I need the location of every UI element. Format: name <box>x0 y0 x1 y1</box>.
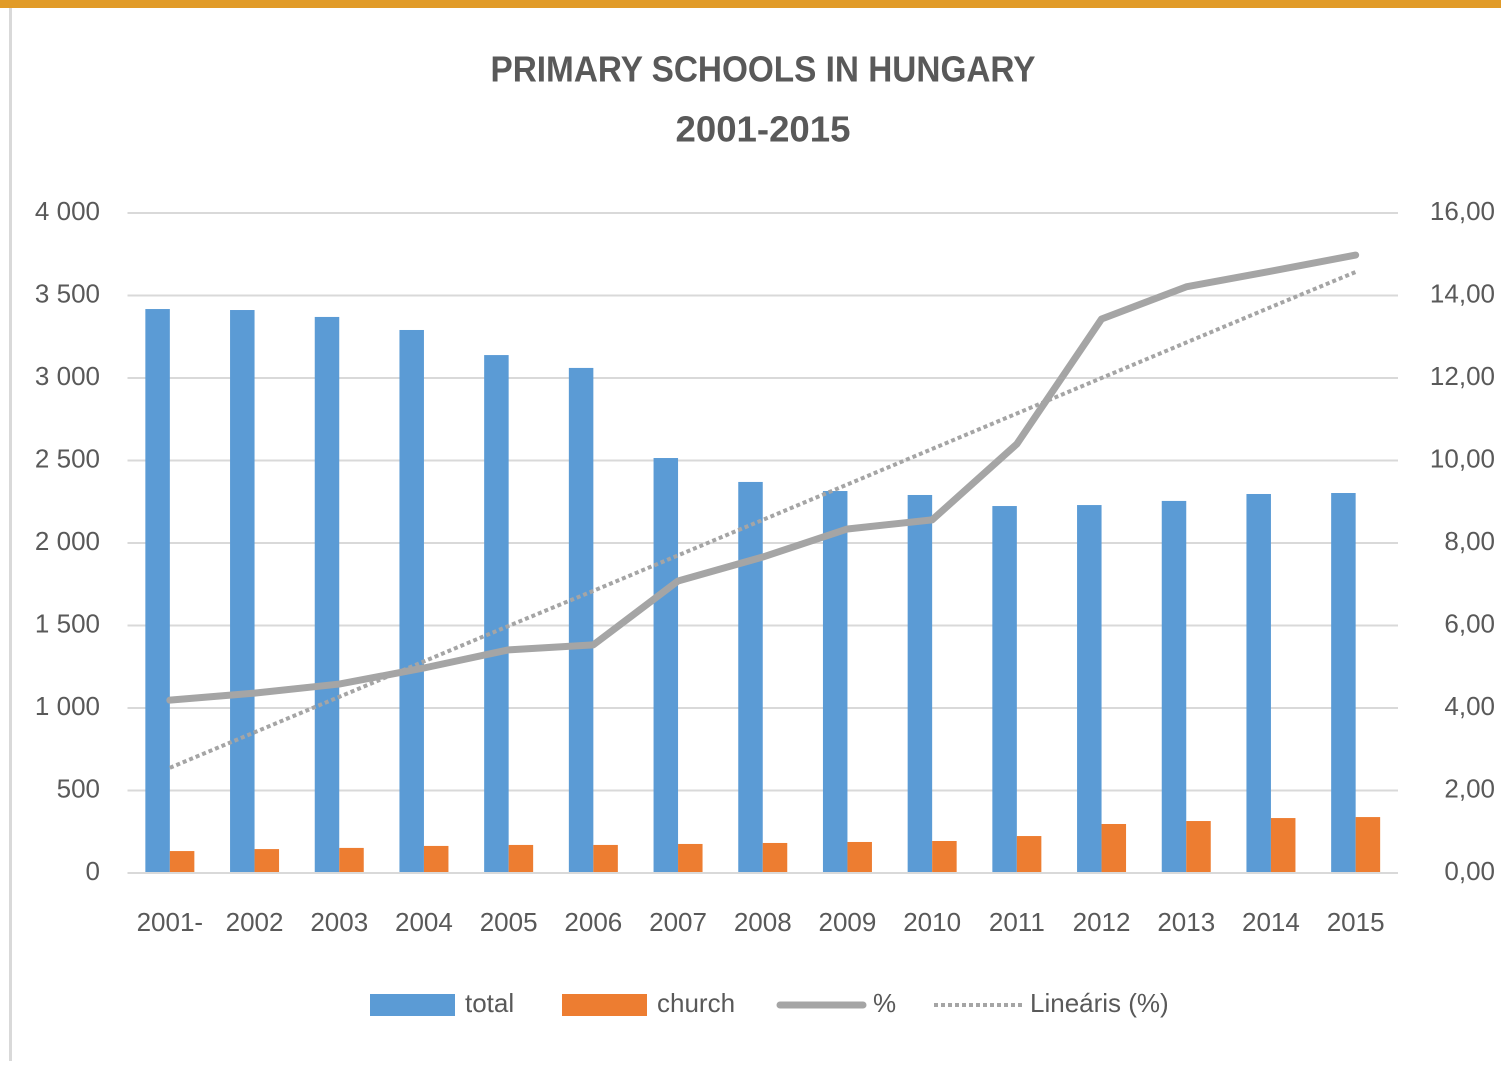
bar <box>653 458 679 873</box>
bar <box>992 506 1017 873</box>
bar <box>1016 836 1042 873</box>
y-tick-label: 3 500 <box>35 278 100 308</box>
bar <box>1101 823 1127 873</box>
y-tick-label: 1 500 <box>35 608 100 638</box>
x-tick-label: 2003 <box>310 907 368 937</box>
bar <box>1186 821 1211 873</box>
legend-label: Lineáris (%) <box>1030 988 1169 1018</box>
bar <box>1270 818 1296 873</box>
bar <box>1077 505 1102 873</box>
bar <box>399 329 424 873</box>
x-tick-label: 2007 <box>649 907 707 937</box>
bar <box>230 310 255 873</box>
legend-swatch <box>370 994 455 1016</box>
y2-tick-label: 16,00 <box>1430 196 1495 226</box>
y2-tick-label: 0,00 <box>1444 856 1495 886</box>
chart-title: PRIMARY SCHOOLS IN HUNGARY <box>491 49 1036 90</box>
legend-label: total <box>465 988 514 1018</box>
bar <box>822 491 848 873</box>
trend-line <box>169 270 1357 770</box>
y-tick-label: 3 000 <box>35 361 100 391</box>
x-tick-label: 2006 <box>564 907 622 937</box>
legend-swatch <box>562 994 647 1016</box>
y2-tick-label: 14,00 <box>1430 278 1495 308</box>
top-border <box>0 0 1501 8</box>
x-tick-label: 2001- <box>137 907 204 937</box>
y2-tick-label: 12,00 <box>1430 361 1495 391</box>
bar <box>678 843 703 873</box>
x-tick-label: 2010 <box>903 907 961 937</box>
bar <box>254 849 280 873</box>
bar <box>314 316 340 873</box>
bar <box>423 845 449 873</box>
bar <box>738 481 763 873</box>
bar <box>1331 493 1356 873</box>
bar <box>907 494 933 873</box>
y-tick-label: 0 <box>86 856 100 886</box>
chart-subtitle: 2001-2015 <box>676 109 851 150</box>
x-tick-label: 2005 <box>480 907 538 937</box>
legend-label: church <box>657 988 735 1018</box>
x-tick-label: 2013 <box>1157 907 1215 937</box>
y2-tick-label: 4,00 <box>1444 691 1495 721</box>
bar <box>847 841 872 873</box>
bar <box>1246 493 1271 873</box>
y2-tick-label: 6,00 <box>1444 608 1495 638</box>
line <box>166 251 1360 704</box>
bar <box>762 842 788 873</box>
legend-label: % <box>873 988 896 1018</box>
x-tick-label: 2011 <box>989 907 1045 937</box>
bar <box>508 844 534 873</box>
x-tick-label: 2014 <box>1242 907 1300 937</box>
bar <box>1355 817 1381 873</box>
y-tick-label: 500 <box>57 773 100 803</box>
y2-tick-label: 2,00 <box>1444 773 1495 803</box>
y2-tick-label: 8,00 <box>1444 526 1495 556</box>
x-tick-label: 2015 <box>1327 907 1385 937</box>
x-tick-label: 2008 <box>734 907 792 937</box>
bar <box>145 309 170 873</box>
bar <box>484 355 509 873</box>
y-tick-label: 4 000 <box>35 196 100 226</box>
bar <box>593 844 618 873</box>
y-tick-label: 1 000 <box>35 691 100 721</box>
x-tick-label: 2009 <box>819 907 877 937</box>
y-tick-label: 2 000 <box>35 526 100 556</box>
bar <box>1161 500 1187 873</box>
bar <box>169 851 195 873</box>
x-tick-label: 2002 <box>226 907 284 937</box>
left-border <box>9 8 12 1061</box>
x-tick-label: 2012 <box>1073 907 1131 937</box>
y-tick-label: 2 500 <box>35 443 100 473</box>
bar <box>339 847 364 873</box>
bar <box>932 840 957 873</box>
bar <box>568 367 594 873</box>
y2-tick-label: 10,00 <box>1430 443 1495 473</box>
x-tick-label: 2004 <box>395 907 453 937</box>
